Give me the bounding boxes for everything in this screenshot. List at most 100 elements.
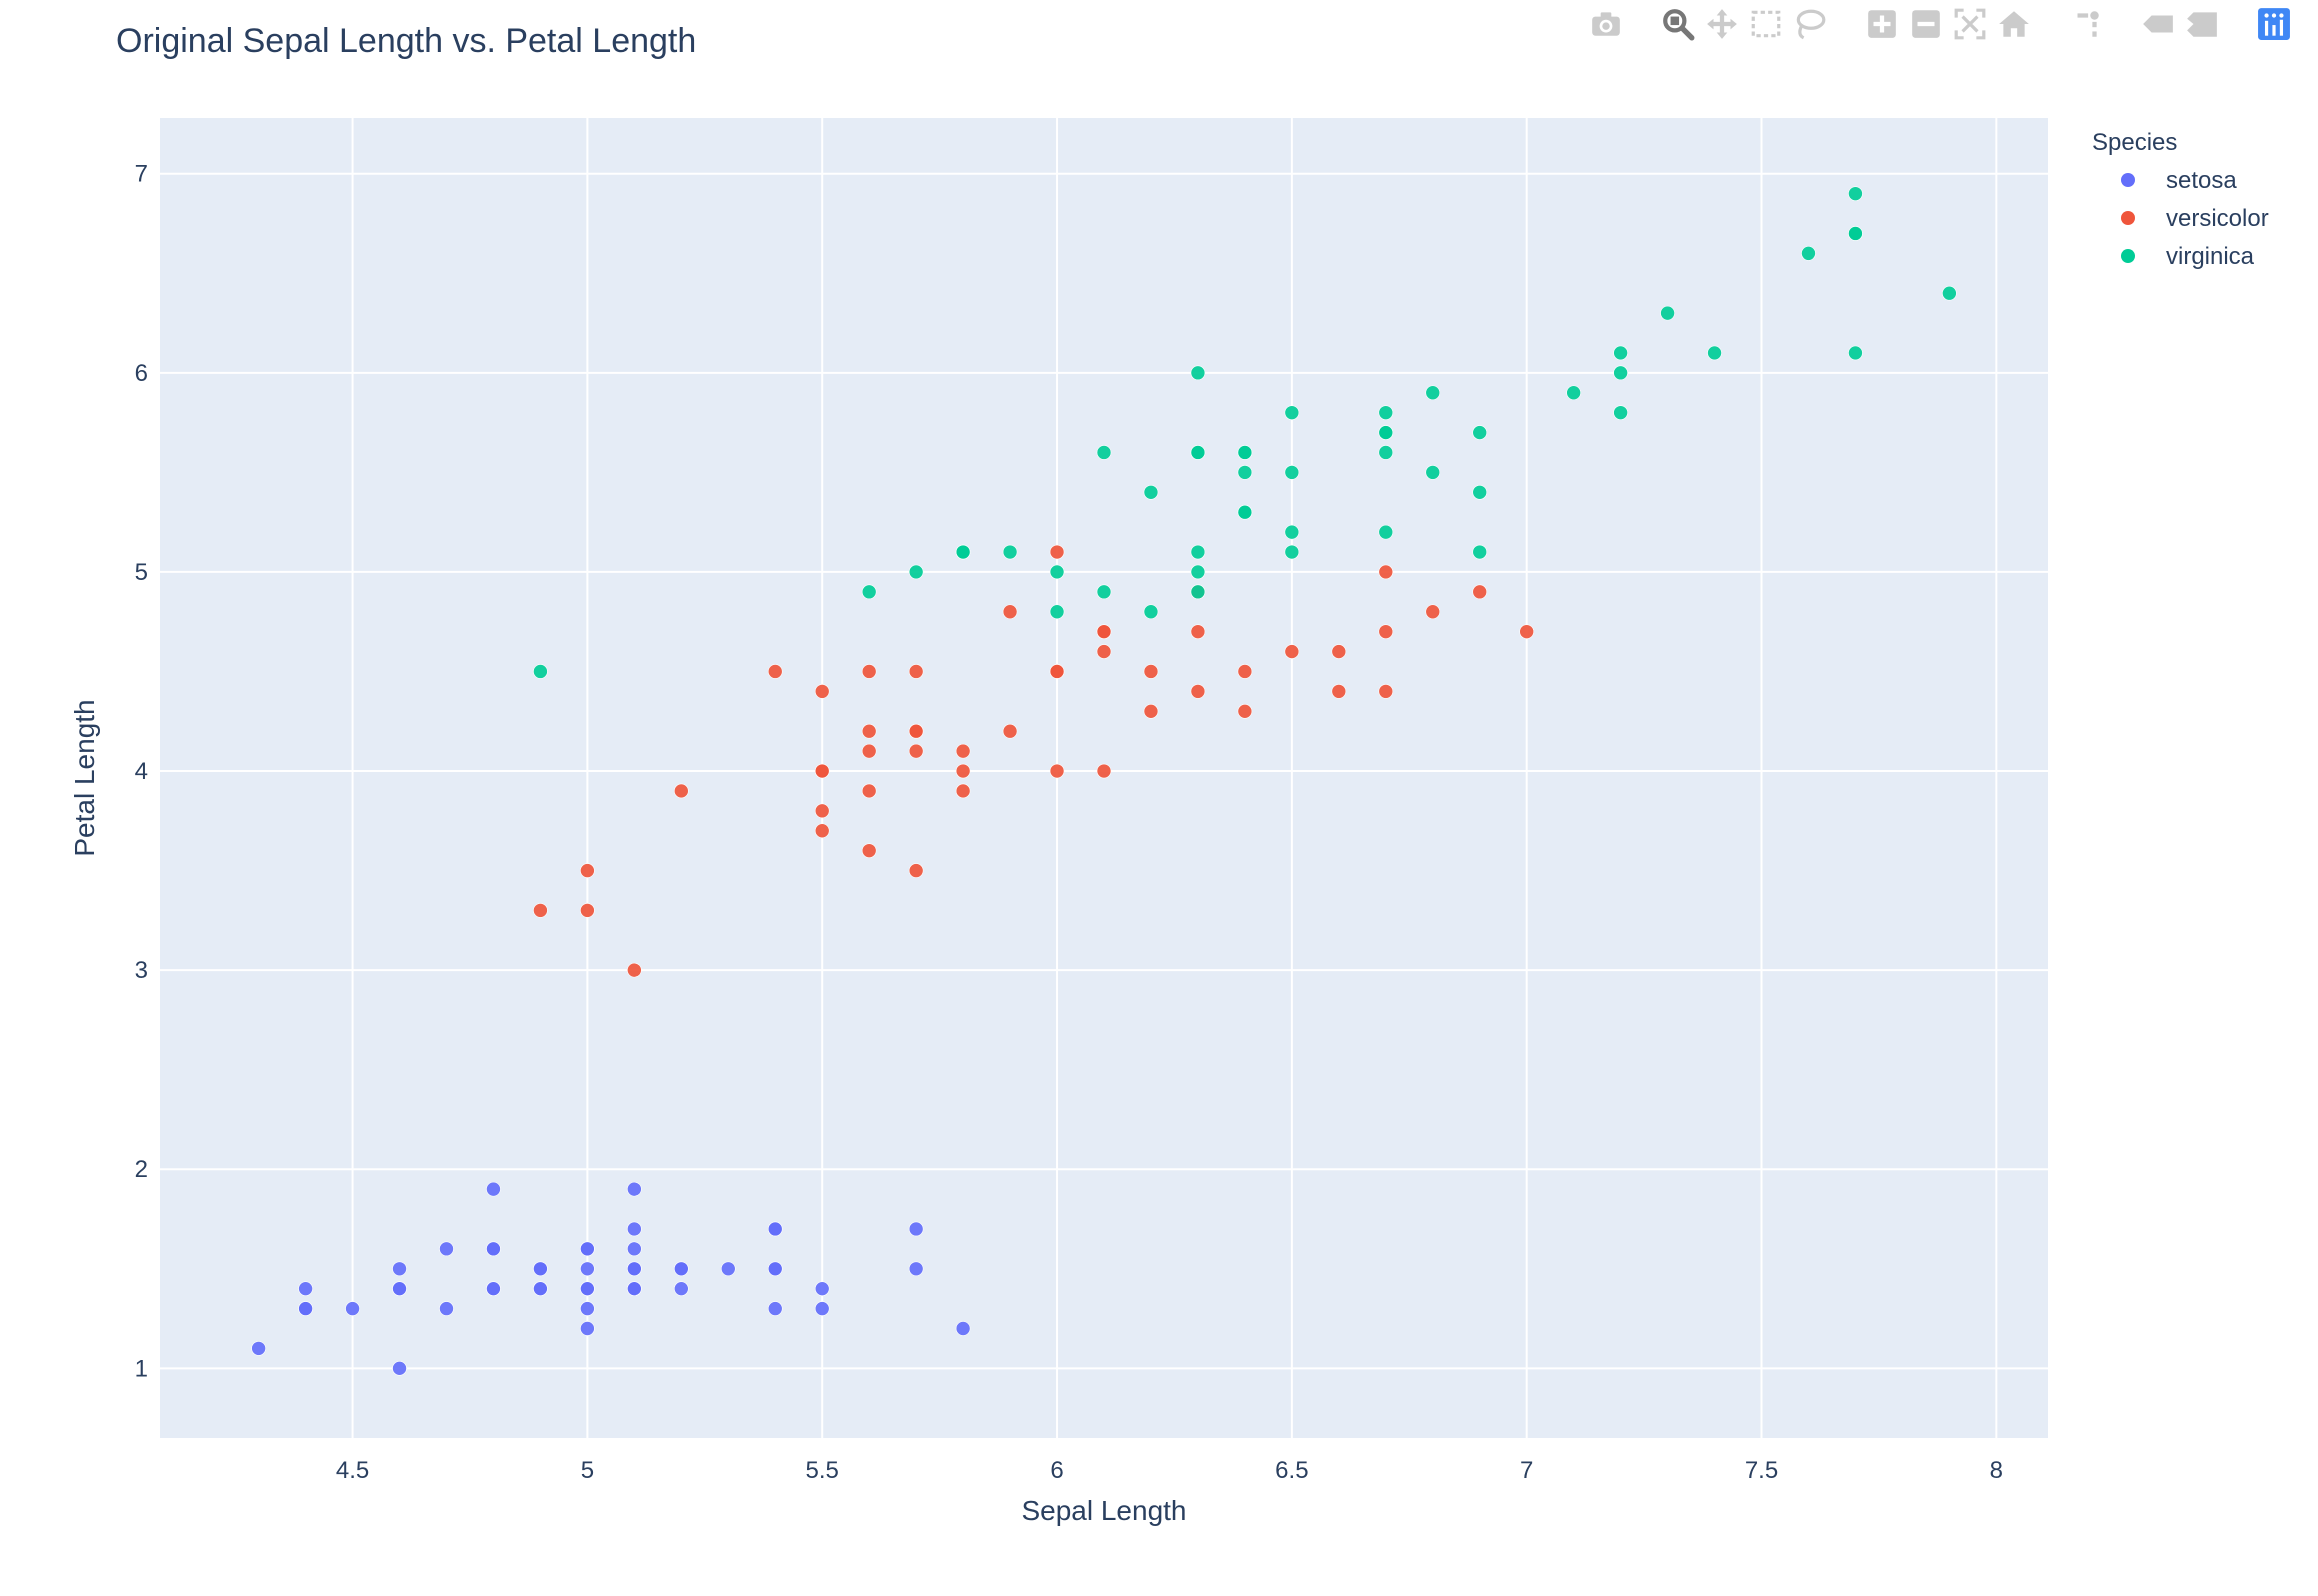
data-point[interactable]: [1143, 664, 1159, 679]
data-point[interactable]: [533, 1281, 548, 1296]
data-point[interactable]: [345, 1301, 360, 1316]
data-point[interactable]: [908, 723, 924, 739]
data-point[interactable]: [1002, 604, 1018, 620]
data-point[interactable]: [908, 664, 924, 679]
data-point[interactable]: [251, 1341, 266, 1356]
spike-lines-button[interactable]: [2064, 4, 2108, 44]
data-point[interactable]: [627, 962, 642, 978]
hover-compare-button[interactable]: [2180, 4, 2224, 44]
data-point[interactable]: [1190, 445, 1206, 460]
data-point[interactable]: [1190, 624, 1206, 639]
data-point[interactable]: [1425, 385, 1441, 401]
data-point[interactable]: [1848, 345, 1863, 361]
data-point[interactable]: [861, 743, 877, 759]
data-point[interactable]: [298, 1281, 313, 1296]
autoscale-button[interactable]: [1948, 4, 1992, 44]
data-point[interactable]: [1378, 524, 1394, 540]
box-select-button[interactable]: [1744, 4, 1788, 44]
data-point[interactable]: [580, 903, 595, 918]
data-point[interactable]: [1049, 564, 1065, 580]
data-point[interactable]: [392, 1281, 407, 1296]
data-point[interactable]: [1613, 365, 1628, 381]
data-point[interactable]: [580, 1281, 595, 1296]
data-point[interactable]: [674, 1281, 689, 1296]
data-point[interactable]: [533, 664, 548, 679]
data-point[interactable]: [1707, 345, 1722, 361]
data-point[interactable]: [439, 1241, 454, 1257]
data-point[interactable]: [861, 584, 877, 600]
data-point[interactable]: [1049, 664, 1065, 679]
data-point[interactable]: [1049, 763, 1065, 779]
data-point[interactable]: [720, 1261, 736, 1277]
data-point[interactable]: [1566, 385, 1581, 401]
plotly-logo-link[interactable]: [2252, 4, 2296, 44]
data-point[interactable]: [908, 1221, 924, 1237]
data-point[interactable]: [1237, 465, 1253, 480]
data-point[interactable]: [580, 1321, 595, 1336]
data-point[interactable]: [1190, 584, 1206, 600]
data-point[interactable]: [1143, 604, 1159, 620]
lasso-select-button[interactable]: [1788, 4, 1832, 44]
data-point[interactable]: [1237, 445, 1253, 460]
data-point[interactable]: [627, 1261, 642, 1277]
data-point[interactable]: [580, 863, 595, 878]
data-point[interactable]: [1049, 604, 1065, 620]
legend-item-versicolor[interactable]: versicolor: [2121, 205, 2269, 232]
zoom-out-button[interactable]: [1904, 4, 1948, 44]
data-point[interactable]: [955, 743, 971, 759]
data-point[interactable]: [1190, 684, 1206, 699]
data-point[interactable]: [1848, 226, 1863, 241]
data-point[interactable]: [580, 1261, 595, 1277]
data-point[interactable]: [1425, 465, 1441, 480]
data-point[interactable]: [533, 1261, 548, 1277]
data-point[interactable]: [908, 1261, 924, 1277]
data-point[interactable]: [1378, 564, 1394, 580]
data-point[interactable]: [1096, 445, 1112, 460]
data-point[interactable]: [392, 1261, 407, 1277]
data-point[interactable]: [674, 1261, 689, 1277]
reset-axes-button[interactable]: [1992, 4, 2036, 44]
data-point[interactable]: [1472, 484, 1488, 500]
data-point[interactable]: [1378, 624, 1394, 639]
data-point[interactable]: [1378, 405, 1394, 420]
data-point[interactable]: [955, 544, 971, 560]
data-point[interactable]: [1284, 524, 1300, 540]
data-point[interactable]: [814, 684, 830, 699]
data-point[interactable]: [1284, 465, 1300, 480]
data-point[interactable]: [1002, 723, 1018, 739]
data-point[interactable]: [1190, 365, 1206, 381]
data-point[interactable]: [1237, 704, 1253, 719]
data-point[interactable]: [1801, 246, 1816, 261]
data-point[interactable]: [767, 1261, 783, 1277]
data-point[interactable]: [580, 1241, 595, 1257]
data-point[interactable]: [1143, 704, 1159, 719]
data-point[interactable]: [955, 1321, 971, 1336]
data-point[interactable]: [1284, 544, 1300, 560]
data-point[interactable]: [627, 1241, 642, 1257]
data-point[interactable]: [1660, 305, 1675, 321]
data-point[interactable]: [861, 783, 877, 799]
data-point[interactable]: [1284, 405, 1300, 420]
data-point[interactable]: [674, 783, 689, 799]
data-point[interactable]: [1472, 584, 1488, 600]
hover-closest-button[interactable]: [2136, 4, 2180, 44]
data-point[interactable]: [580, 1301, 595, 1316]
data-point[interactable]: [814, 1301, 830, 1316]
data-point[interactable]: [1331, 684, 1347, 699]
data-point[interactable]: [1378, 684, 1394, 699]
data-point[interactable]: [1096, 763, 1112, 779]
data-point[interactable]: [955, 763, 971, 779]
data-point[interactable]: [1002, 544, 1018, 560]
data-point[interactable]: [1237, 504, 1253, 520]
data-point[interactable]: [1425, 604, 1441, 620]
data-point[interactable]: [814, 763, 830, 779]
data-point[interactable]: [1472, 425, 1488, 440]
data-point[interactable]: [1190, 544, 1206, 560]
data-point[interactable]: [627, 1221, 642, 1237]
data-point[interactable]: [861, 843, 877, 858]
data-point[interactable]: [814, 823, 830, 839]
data-point[interactable]: [814, 803, 830, 819]
data-point[interactable]: [814, 1281, 830, 1296]
data-point[interactable]: [298, 1301, 313, 1316]
